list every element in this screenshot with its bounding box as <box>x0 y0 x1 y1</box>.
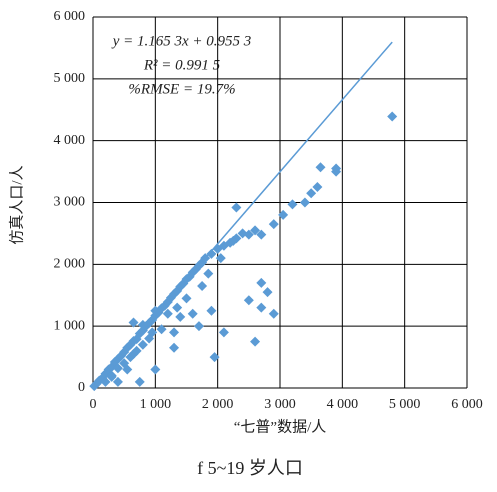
y-tick-label: 0 <box>78 380 85 395</box>
point <box>250 225 261 236</box>
point <box>218 327 229 338</box>
point <box>262 287 273 298</box>
point <box>200 253 211 264</box>
y-axis-label: 仿真人口/人 <box>7 165 25 244</box>
point <box>172 302 183 313</box>
point <box>150 305 161 316</box>
annotation: R² = 0.991 5 <box>143 57 221 73</box>
point <box>137 339 148 350</box>
point <box>193 321 204 332</box>
point <box>206 305 217 316</box>
point <box>128 348 139 359</box>
y-tick-label: 4 000 <box>54 133 86 148</box>
point <box>331 166 342 177</box>
y-tick-label: 3 000 <box>54 195 86 210</box>
point <box>387 111 398 122</box>
x-tick-label: 4 000 <box>327 397 359 412</box>
x-tick-label: 6 000 <box>451 397 483 412</box>
point <box>268 308 279 319</box>
y-tick-label: 5 000 <box>54 71 86 86</box>
point <box>150 364 161 375</box>
annotation: %RMSE = 19.7% <box>128 81 235 97</box>
point <box>187 308 198 319</box>
point <box>312 182 323 193</box>
point <box>243 295 254 306</box>
x-tick-label: 2 000 <box>202 397 234 412</box>
point <box>268 219 279 230</box>
point <box>243 229 254 240</box>
point <box>250 336 261 347</box>
point <box>215 253 226 264</box>
point <box>175 311 186 322</box>
point <box>122 342 133 353</box>
chart-title: f 5~19 岁人口 <box>197 458 303 478</box>
point <box>315 162 326 173</box>
point <box>137 319 148 330</box>
x-tick-label: 1 000 <box>140 397 172 412</box>
x-tick-label: 3 000 <box>264 397 296 412</box>
point <box>209 352 220 363</box>
point <box>134 376 145 387</box>
point <box>112 376 123 387</box>
point <box>299 197 310 208</box>
point <box>203 268 214 279</box>
point <box>122 364 133 375</box>
point <box>181 293 192 304</box>
point <box>106 371 117 382</box>
point <box>128 317 139 328</box>
point <box>197 280 208 291</box>
point <box>147 327 158 338</box>
point <box>169 327 180 338</box>
point <box>231 202 242 213</box>
point <box>119 347 130 358</box>
point <box>169 342 180 353</box>
point <box>256 302 267 313</box>
x-tick-label: 0 <box>90 397 97 412</box>
point <box>156 324 167 335</box>
point <box>112 363 123 374</box>
point <box>306 188 317 199</box>
point <box>287 199 298 210</box>
point <box>162 308 173 319</box>
point <box>278 209 289 220</box>
y-tick-label: 1 000 <box>54 318 86 333</box>
x-axis-label: “七普”数据/人 <box>234 418 326 435</box>
point <box>206 248 217 259</box>
annotation: y = 1.165 3x + 0.955 3 <box>111 33 252 49</box>
point <box>256 229 267 240</box>
point <box>256 277 267 288</box>
x-tick-label: 5 000 <box>389 397 421 412</box>
y-tick-label: 2 000 <box>54 257 86 272</box>
point <box>228 235 239 246</box>
point <box>119 358 130 369</box>
y-tick-label: 6 000 <box>54 9 86 24</box>
point <box>100 376 111 387</box>
